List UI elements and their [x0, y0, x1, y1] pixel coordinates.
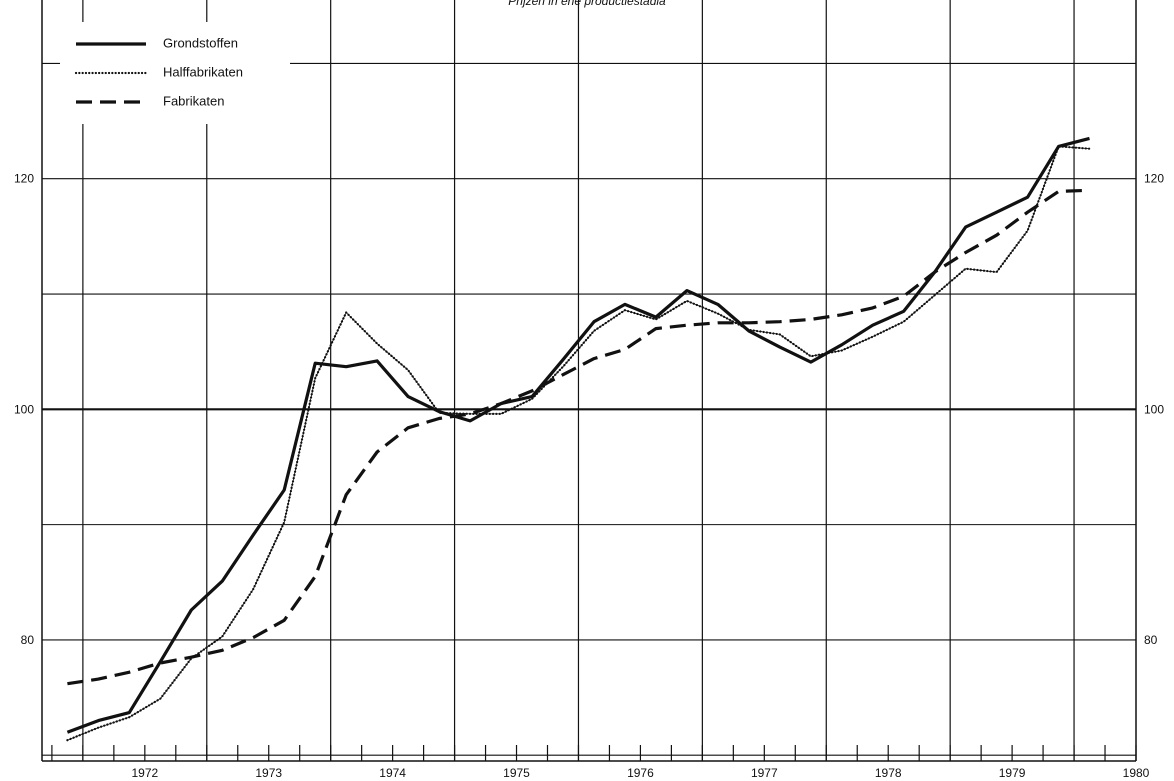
- x-tick-label: 1972: [131, 766, 158, 780]
- x-tick-label: 1973: [255, 766, 282, 780]
- y-tick-label-right: 120: [1144, 172, 1164, 186]
- legend-item-fabrikaten: Fabrikaten: [76, 93, 224, 108]
- y-tick-label-right: 100: [1144, 402, 1164, 416]
- tick-marks: [51, 745, 1137, 761]
- x-tick-label: 1978: [875, 766, 902, 780]
- legend-label-halffabrikaten: Halffabrikaten: [163, 64, 243, 79]
- legend-item-grondstoffen: Grondstoffen: [76, 35, 238, 50]
- y-tick-label-right: 80: [1144, 633, 1158, 647]
- chart-title: Prijzen in ehe productiestadia: [508, 0, 666, 8]
- x-tick-label: 1974: [379, 766, 406, 780]
- legend-label-fabrikaten: Fabrikaten: [163, 93, 224, 108]
- legend-item-halffabrikaten: Halffabrikaten: [74, 64, 243, 79]
- series-line-halffabrikaten-core: [67, 146, 1090, 741]
- series-line-fabrikaten: [67, 188, 1090, 686]
- x-tick-label: 1976: [627, 766, 654, 780]
- x-tick-label: 1977: [751, 766, 778, 780]
- y-tick-label-left: 120: [14, 172, 34, 186]
- legend: Grondstoffen Halffabrikaten Fabrikaten: [60, 22, 290, 124]
- tick-labels: 1972 1973 1974 1975 1976 1977 1978 1979 1980 80 80…: [14, 172, 1164, 780]
- x-tick-label: 1980: [1123, 766, 1150, 780]
- grid-lines: [42, 0, 1136, 761]
- y-tick-label-left: 80: [21, 633, 35, 647]
- y-tick-label-left: 100: [14, 402, 34, 416]
- legend-label-grondstoffen: Grondstoffen: [163, 35, 238, 50]
- x-tick-label: 1979: [999, 766, 1026, 780]
- x-tick-label: 1975: [503, 766, 530, 780]
- axes: [41, 0, 1137, 762]
- series-line-grondstoffen: [66, 136, 1090, 734]
- series-lines: [66, 136, 1091, 742]
